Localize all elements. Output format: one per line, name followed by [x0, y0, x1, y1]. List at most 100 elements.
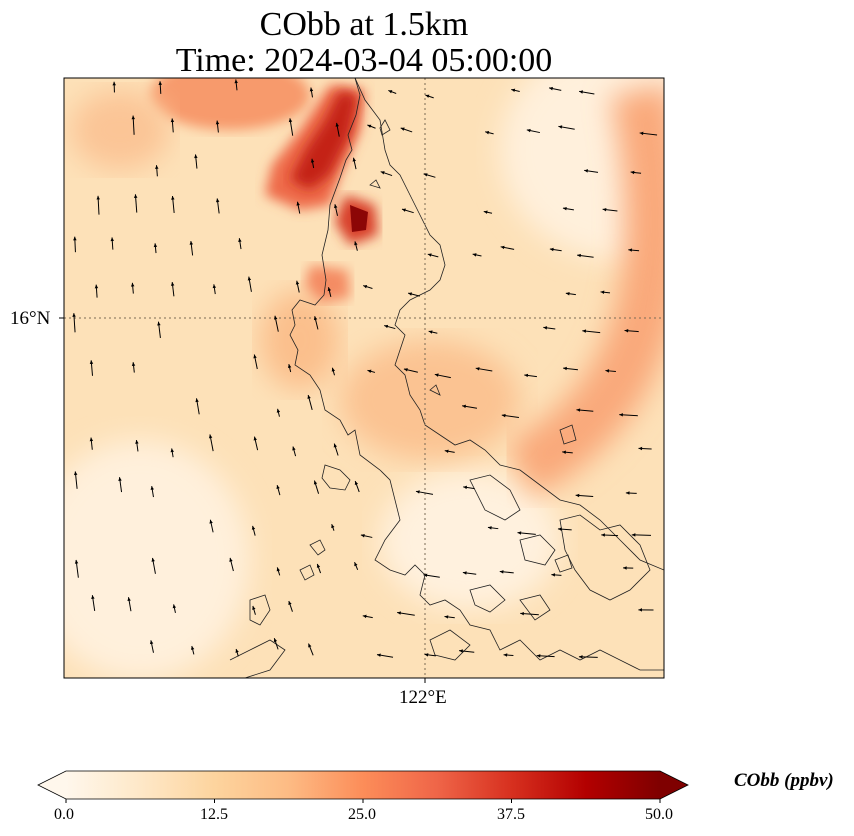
wind-arrow-head	[335, 122, 339, 127]
wind-arrow-head	[602, 207, 607, 212]
wind-arrow-head	[362, 614, 367, 619]
wind-arrow-head	[543, 326, 548, 330]
wind-arrow-head	[73, 471, 78, 476]
colorbar-tick-3: 37.5	[497, 806, 525, 823]
wind-arrow-head	[316, 563, 321, 568]
map-title-line2: Time: 2024-03-04 05:00:00	[175, 42, 553, 79]
wind-arrow-head	[584, 169, 589, 173]
wind-arrow-head	[73, 236, 77, 241]
wind-arrow-head	[551, 573, 556, 577]
wind-arrow-head	[96, 195, 100, 200]
wind-arrow-head	[638, 608, 642, 612]
wind-arrow-head	[234, 79, 238, 84]
wind-arrow-head	[209, 519, 213, 524]
wind-arrow-head	[354, 481, 359, 486]
wind-arrow-head	[577, 253, 581, 258]
wind-arrow-head	[601, 533, 605, 537]
wind-arrow-head	[388, 90, 393, 94]
wind-arrow-head	[130, 282, 135, 287]
wind-arrow-head	[403, 368, 408, 372]
wind-arrow-head	[487, 526, 492, 530]
wind-arrow-head	[253, 354, 257, 359]
wind-arrow-head	[131, 115, 136, 120]
wind-arrow-head	[170, 448, 174, 453]
wind-arrow-head	[415, 490, 420, 494]
wind-arrow-head	[172, 604, 177, 609]
wind-arrow-head	[459, 649, 463, 653]
wind-arrow-head	[444, 615, 449, 619]
wind-arrow-head	[295, 280, 300, 285]
wind-arrow-head	[158, 81, 162, 86]
wind-arrow-head	[310, 158, 315, 163]
wind-arrow-head	[517, 531, 522, 535]
wind-arrow-head	[401, 208, 406, 212]
wind-arrow-head	[501, 413, 506, 418]
wind-arrow-head	[288, 600, 292, 605]
wind-arrow-head	[400, 127, 405, 131]
wind-arrow-head	[628, 248, 633, 252]
colorbar-tick-2: 25.0	[348, 806, 376, 823]
wind-arrow-head	[511, 88, 516, 93]
wind-arrow-head	[112, 81, 116, 86]
wind-arrow-head	[503, 653, 508, 657]
wind-arrow-head	[171, 195, 175, 200]
wind-arrow-head	[624, 328, 629, 333]
colorbar-tick-4: 50.0	[645, 806, 673, 823]
wind-arrow-head	[131, 362, 136, 367]
wind-arrow-head	[424, 653, 429, 657]
wind-arrow-head	[575, 493, 580, 498]
wind-arrow-head	[194, 154, 198, 159]
wind-arrow-head	[135, 440, 139, 444]
wind-arrow-head	[118, 477, 122, 481]
wind-arrow-head	[334, 204, 338, 209]
wind-arrow-head	[360, 534, 365, 538]
coastlines	[229, 78, 664, 678]
wind-arrow-head	[153, 243, 158, 248]
wind-arrow-head	[215, 198, 220, 203]
wind-arrow-head	[526, 128, 531, 133]
wind-arrow-head	[520, 611, 524, 616]
wind-arrow-head	[74, 559, 79, 564]
wind-arrow-head	[499, 570, 504, 574]
wind-arrow-head	[313, 480, 318, 485]
wind-arrow-head	[189, 241, 194, 245]
colorbar-tick-0: 0.0	[54, 806, 74, 823]
wind-arrow-head	[483, 210, 488, 214]
wind-arrow-head	[155, 165, 159, 169]
wind-arrow-head	[380, 171, 385, 175]
wind-arrow-head	[605, 369, 610, 373]
wind-arrow-head	[253, 436, 257, 441]
wind-arrow-head	[170, 118, 175, 123]
wind-arrow-head	[631, 533, 636, 537]
wind-arrow-head	[89, 437, 94, 442]
wind-arrow-head	[212, 284, 217, 289]
wind-arrow-head	[524, 373, 529, 378]
wind-arrow-head	[327, 287, 332, 292]
wind-arrow-head	[638, 446, 643, 451]
wind-arrow-head	[384, 324, 389, 329]
wind-arrow-head	[600, 290, 605, 294]
wind-arrow-head	[308, 643, 312, 648]
wind-arrow-head	[276, 408, 281, 413]
wind-arrow-head	[565, 292, 570, 296]
wind-arrow-head	[247, 276, 252, 281]
wind-arrow-head	[463, 485, 468, 490]
wind-arrow-head	[110, 237, 114, 242]
wind-arrow-head	[563, 366, 567, 371]
wind-arrow-head	[251, 525, 256, 530]
wind-arrow-head	[562, 206, 567, 211]
map-title-line1: CObb at 1.5km	[259, 6, 469, 43]
wind-arrow-head	[619, 413, 623, 417]
wind-arrow-head	[276, 567, 281, 572]
wind-arrow-head	[133, 194, 138, 198]
wind-arrow-head	[89, 360, 94, 365]
wind-arrow-head	[536, 654, 541, 658]
wind-arrow-head	[229, 557, 233, 562]
wind-arrow-head	[273, 315, 278, 320]
concentration-field	[64, 78, 664, 678]
wind-arrow-head	[397, 611, 401, 615]
wind-arrow-head	[235, 648, 239, 653]
wind-arrow-head	[623, 566, 627, 570]
wind-arrow-head	[238, 238, 242, 242]
